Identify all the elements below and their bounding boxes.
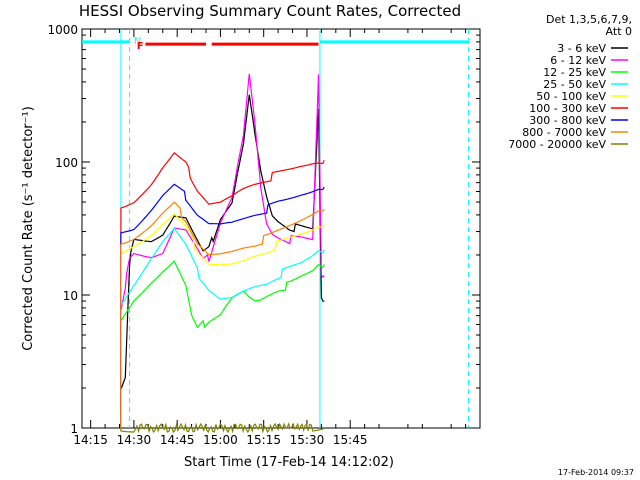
x-tick-label: 15:00: [203, 433, 238, 447]
plot-border: [81, 28, 481, 429]
y-tick-label: 1000: [47, 23, 78, 37]
x-tick-label: 15:30: [290, 433, 325, 447]
series-line-800-7000-kev: [120, 201, 325, 428]
legend-header-line-1: Det 1,3,5,6,7,9,: [545, 13, 632, 26]
flag-bars: NF: [82, 36, 469, 52]
legend-entry-label: 100 - 300 keV: [529, 102, 606, 115]
footer-timestamp: 17-Feb-2014 09:37: [557, 468, 634, 477]
x-tick-label: 15:45: [333, 433, 368, 447]
legend-header: Det 1,3,5,6,7,9, Att 0: [546, 14, 632, 38]
y-tick-label: 1: [70, 422, 78, 436]
y-axis-label: Corrected Count Rate (s⁻¹ detector⁻¹): [21, 106, 36, 351]
legend-entry-label: 7000 - 20000 keV: [508, 138, 606, 151]
series-line-6-12-kev: [120, 73, 325, 428]
x-tick-label: 14:45: [160, 433, 195, 447]
plot-frame: [81, 28, 481, 429]
series-line-12-25-kev: [120, 260, 325, 428]
legend-entry-label: 300 - 800 keV: [529, 114, 606, 127]
y-tick-label: 10: [63, 289, 78, 303]
legend-entry-label: 3 - 6 keV: [557, 42, 606, 55]
series-line-300-800-kev: [120, 183, 325, 428]
x-tick-label: 14:15: [73, 433, 108, 447]
x-axis-label: Start Time (17-Feb-14 14:12:02): [184, 455, 394, 470]
series-line-7000-20000-kev: [120, 422, 325, 434]
legend-entry-label: 50 - 100 keV: [536, 90, 606, 103]
series-line-50-100-kev: [120, 212, 325, 428]
y-tick-label: 100: [55, 156, 78, 170]
x-tick-label: 15:15: [246, 433, 281, 447]
legend-entry-label: 25 - 50 keV: [543, 78, 606, 91]
chart-title: HESSI Observing Summary Count Rates, Cor…: [78, 2, 462, 20]
series-line-3-6-kev: [120, 94, 325, 428]
legend-entry-label: 6 - 12 keV: [550, 54, 606, 67]
flare-marker-label: F: [137, 41, 144, 52]
legend-entry-label: 800 - 7000 keV: [522, 126, 606, 139]
x-tick-label: 14:30: [117, 433, 152, 447]
axis-labels: 14:15 14:30 14:45 15:00 15:15 15:30 15:45 1 10 10…: [21, 23, 394, 470]
legend-header-line-2: Att 0: [605, 25, 632, 38]
series-line-100-300-kev: [120, 151, 325, 428]
series-line-25-50-kev: [120, 227, 325, 428]
series-lines: [120, 73, 325, 434]
night-marker-label: N: [134, 36, 141, 47]
legend-entry-label: 12 - 25 keV: [543, 66, 606, 79]
